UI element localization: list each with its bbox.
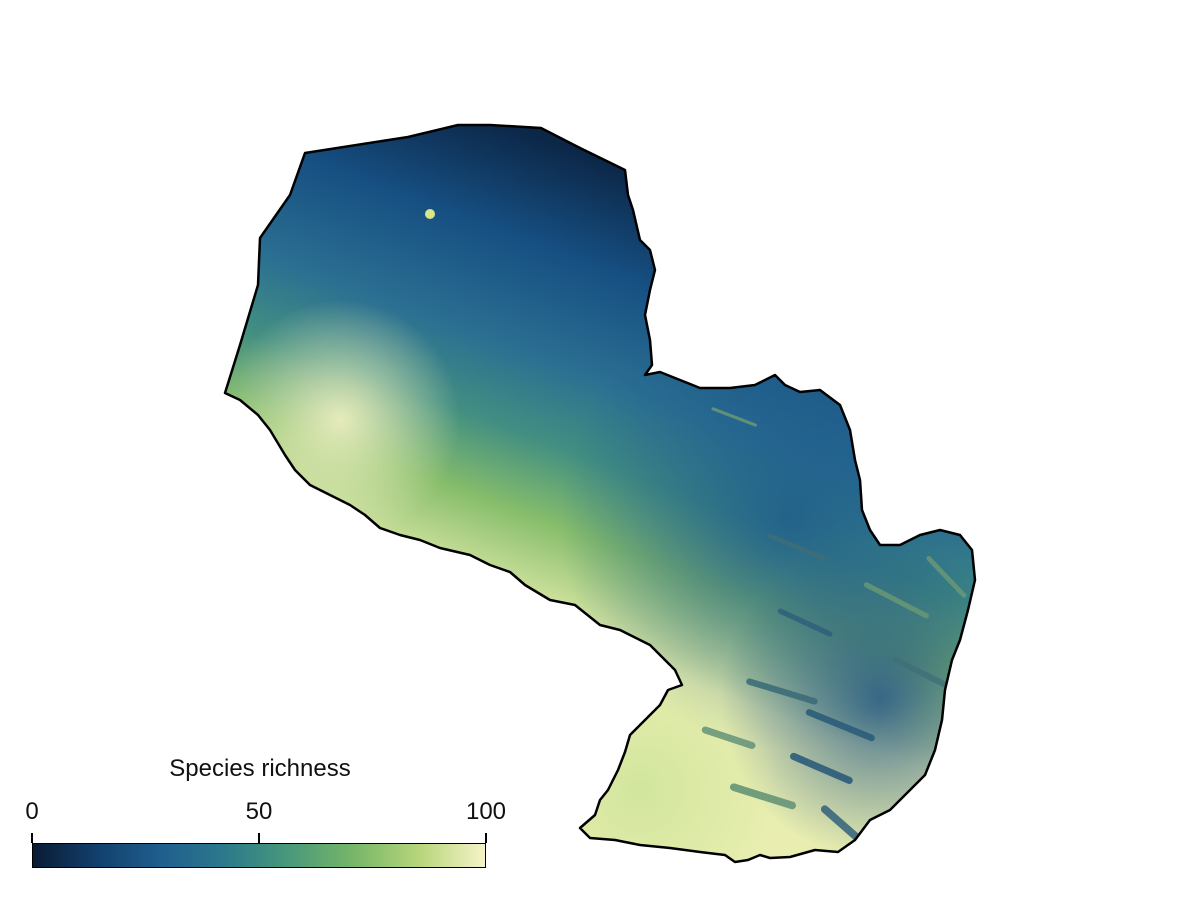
terrain-streak — [908, 455, 957, 495]
terrain-streak — [926, 556, 967, 598]
terrain-streak — [820, 805, 860, 841]
colorbar — [32, 843, 486, 868]
terrain-streak — [882, 481, 919, 519]
terrain-streak — [767, 534, 827, 561]
terrain-streak — [820, 805, 860, 841]
legend-title: Species richness — [169, 755, 351, 782]
terrain-streak — [908, 455, 957, 495]
terrain-streak — [701, 726, 756, 749]
terrain-streak — [790, 752, 853, 784]
colorbar-tick-label: 0 — [25, 798, 39, 825]
terrain-streak — [777, 608, 833, 637]
terrain-streak — [790, 752, 853, 784]
terrain-streak — [746, 678, 818, 705]
terrain-streak — [926, 556, 967, 598]
terrain-streak — [851, 420, 893, 454]
terrain-streak — [746, 678, 818, 705]
colorbar-tick-label: 100 — [465, 798, 507, 825]
terrain-streak — [851, 420, 893, 454]
terrain-streak — [701, 726, 756, 749]
terrain-streak — [711, 407, 757, 427]
terrain-streak — [851, 420, 893, 454]
country-border — [223, 123, 977, 864]
terrain-streak — [805, 709, 875, 742]
terrain-streak — [863, 582, 929, 619]
terrain-streak — [767, 534, 827, 561]
terrain-streak — [926, 556, 967, 598]
terrain-streak — [746, 678, 818, 705]
terrain-streak — [882, 481, 919, 519]
terrain-streak — [882, 481, 919, 519]
terrain-streak — [882, 481, 919, 519]
colorbar-tick — [31, 833, 33, 843]
terrain-streak — [851, 420, 893, 454]
terrain-streak — [730, 783, 796, 810]
terrain-streak — [701, 726, 756, 749]
terrain-streak — [711, 407, 757, 427]
terrain-streak — [908, 455, 957, 495]
terrain-streak — [746, 678, 818, 705]
colorbar-tick — [258, 833, 260, 843]
terrain-streak — [730, 783, 796, 810]
terrain-streak — [805, 709, 875, 742]
terrain-streak — [863, 582, 929, 619]
terrain-streak — [777, 608, 833, 637]
terrain-streak — [790, 752, 853, 784]
terrain-streak — [863, 582, 929, 619]
terrain-streak — [790, 752, 853, 784]
richness-hotspot — [425, 209, 435, 219]
terrain-streak — [767, 534, 827, 561]
terrain-streak — [767, 534, 827, 561]
terrain-streak — [730, 783, 796, 810]
colorbar-tick-label: 50 — [245, 798, 273, 825]
terrain-streak — [777, 608, 833, 637]
colorbar-tick — [485, 833, 487, 843]
terrain-streak — [711, 407, 757, 427]
terrain-streak — [711, 407, 757, 427]
terrain-streak — [805, 709, 875, 742]
terrain-streak — [805, 709, 875, 742]
terrain-streak — [863, 582, 929, 619]
terrain-streak — [926, 556, 967, 598]
terrain-streak — [820, 805, 860, 841]
terrain-streak — [730, 783, 796, 810]
terrain-streak — [908, 455, 957, 495]
